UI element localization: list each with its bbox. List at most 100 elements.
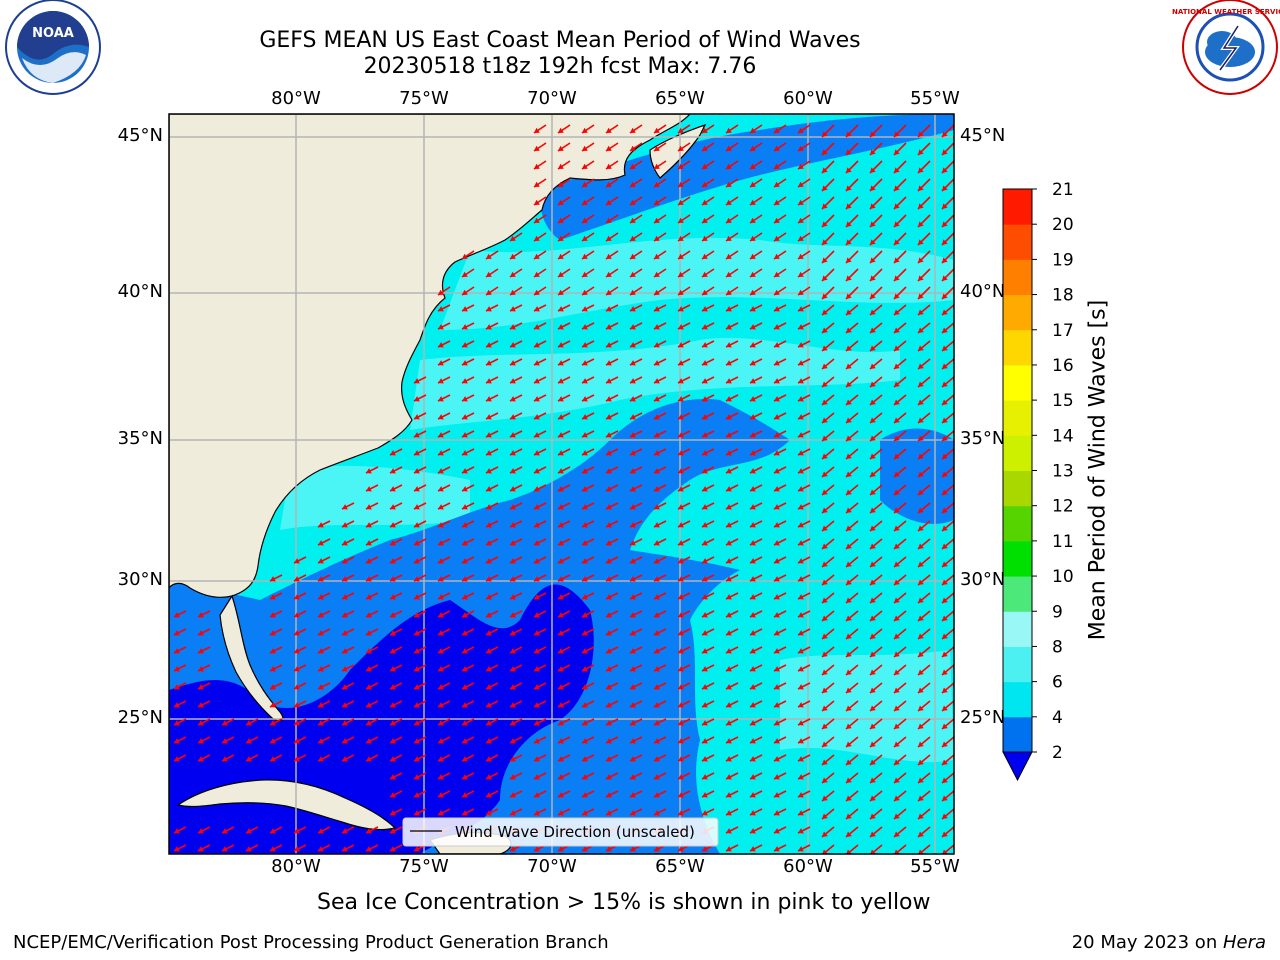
wind-arrow — [725, 520, 739, 528]
wind-arrow — [461, 790, 475, 798]
wind-arrow — [653, 628, 667, 636]
wind-arrow — [629, 754, 643, 762]
wind-arrow — [557, 340, 571, 348]
wind-arrow — [533, 700, 547, 708]
wind-arrow — [485, 574, 499, 582]
wind-arrow — [461, 574, 475, 582]
wind-arrow — [893, 484, 907, 496]
wind-arrow — [533, 430, 547, 438]
wind-arrow — [941, 826, 954, 838]
wind-arrow — [461, 322, 475, 330]
wind-arrow — [413, 682, 427, 690]
wind-arrow — [533, 358, 547, 366]
wind-arrow — [557, 664, 571, 672]
wind-arrow — [701, 682, 715, 690]
wind-arrow — [413, 394, 427, 402]
wind-arrow — [845, 610, 859, 622]
wind-arrow — [557, 268, 571, 278]
wind-arrow — [533, 502, 547, 510]
wind-arrow — [893, 646, 907, 658]
wind-arrow — [941, 646, 954, 658]
wind-arrow — [461, 250, 475, 260]
wind-arrow — [797, 268, 811, 278]
wind-arrow — [461, 286, 475, 296]
wind-arrow — [293, 718, 307, 726]
colorbar-segment — [1003, 505, 1032, 542]
wind-arrow — [749, 376, 763, 384]
wind-arrow — [845, 628, 859, 640]
wind-arrow — [917, 358, 931, 370]
wind-arrow — [845, 538, 859, 550]
wind-arrow — [677, 646, 691, 654]
wind-arrow — [845, 502, 859, 514]
wind-direction-arrows — [173, 124, 954, 854]
wind-arrow — [317, 700, 331, 708]
wind-arrow — [725, 646, 739, 654]
wind-arrow — [413, 376, 427, 384]
wind-arrow — [725, 556, 739, 564]
wind-arrow — [509, 484, 523, 492]
wind-arrow — [557, 502, 571, 510]
wind-arrow — [893, 322, 907, 334]
wind-arrow — [677, 232, 691, 242]
wind-arrow — [725, 412, 739, 420]
wind-arrow — [821, 430, 835, 442]
wind-arrow — [701, 664, 715, 672]
wind-arrow — [365, 592, 379, 600]
wind-arrow — [797, 214, 811, 224]
wind-arrow — [797, 754, 811, 762]
wind-arrow — [437, 736, 451, 744]
colorbar-segment — [1003, 611, 1032, 647]
wind-arrow — [437, 790, 451, 798]
wind-arrow — [581, 556, 595, 564]
wind-arrow — [437, 484, 451, 492]
wind-arrow — [893, 664, 907, 676]
wind-arrow — [413, 646, 427, 654]
wind-arrow — [941, 412, 954, 424]
wind-arrow — [653, 520, 667, 528]
wind-arrow — [509, 772, 523, 780]
wind-arrow — [461, 484, 475, 492]
wind-arrow — [581, 646, 595, 654]
wind-arrow — [653, 466, 667, 474]
wind-arrow — [941, 214, 954, 228]
wind-arrow — [485, 664, 499, 672]
colorbar-label: Mean Period of Wind Waves [s] — [1085, 299, 1111, 641]
wind-arrow — [845, 556, 859, 568]
wind-arrow — [725, 574, 739, 582]
wind-arrow — [941, 430, 954, 442]
wind-arrow — [485, 268, 499, 278]
colorbar-tick-label: 9 — [1052, 602, 1063, 622]
wind-arrow — [701, 772, 715, 780]
wind-arrow — [941, 178, 954, 192]
wind-arrow — [845, 700, 859, 712]
wind-arrow — [917, 556, 931, 568]
wind-arrow — [581, 268, 595, 278]
wind-arrow — [509, 304, 523, 312]
wind-arrow — [725, 430, 739, 438]
wind-arrow — [629, 520, 643, 528]
wind-arrow — [605, 430, 619, 438]
wind-arrow — [701, 520, 715, 528]
wind-arrow — [317, 754, 331, 762]
lat-label-right: 25°N — [960, 707, 1006, 728]
wind-arrow — [605, 466, 619, 474]
wind-arrow — [749, 430, 763, 438]
wind-arrow — [797, 700, 811, 708]
wind-arrow — [413, 448, 427, 456]
wind-arrow — [341, 646, 355, 654]
wind-arrow — [605, 574, 619, 582]
wind-arrow — [701, 160, 715, 170]
wind-arrow — [629, 502, 643, 510]
wind-arrow — [797, 790, 811, 798]
wind-arrow — [797, 196, 811, 206]
wind-arrow — [581, 736, 595, 744]
wind-arrow — [605, 142, 619, 152]
footer-right: 20 May 2023 on Hera — [1072, 932, 1266, 953]
wind-arrow — [941, 520, 954, 532]
lon-label-top: 65°W — [655, 88, 705, 109]
lon-label-top: 60°W — [783, 88, 833, 109]
wind-arrow — [365, 664, 379, 672]
wind-arrow — [317, 664, 331, 672]
wind-arrow — [869, 808, 883, 820]
